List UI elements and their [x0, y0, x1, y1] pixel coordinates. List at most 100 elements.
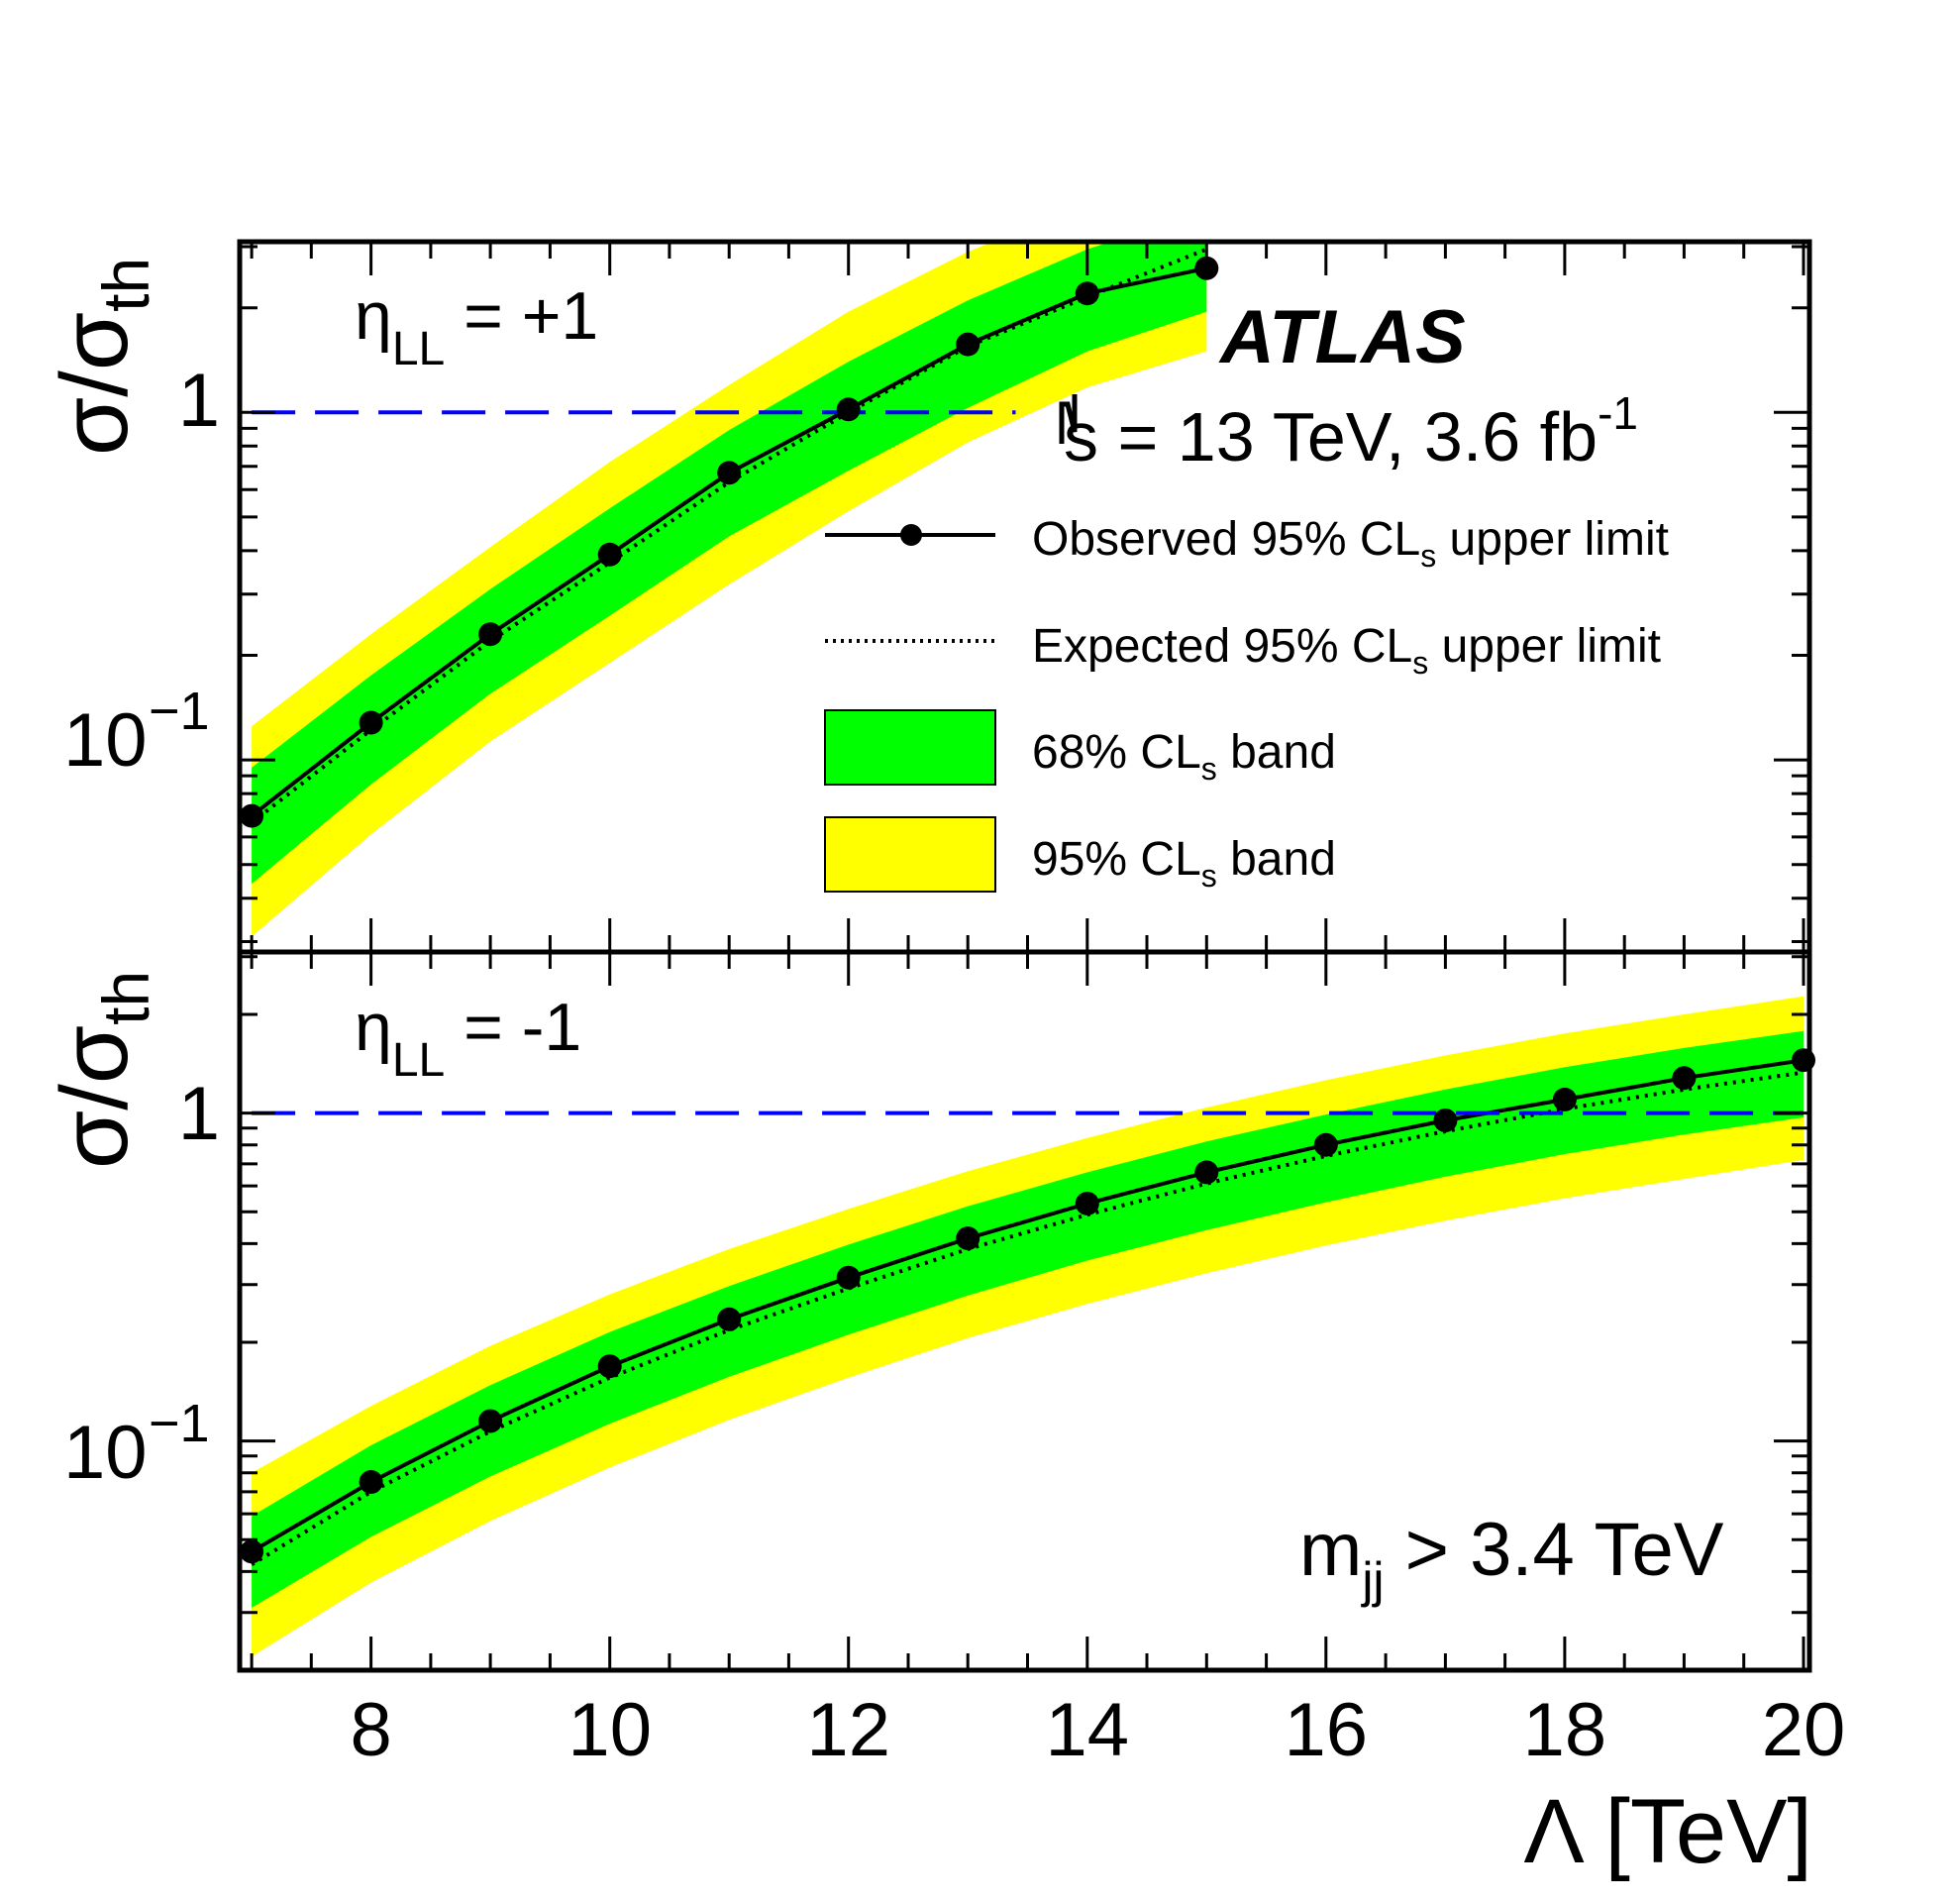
legend-band68-label-sub: s — [1201, 751, 1217, 787]
lower-ticks — [240, 952, 1809, 1672]
legend-band68: 68% CLs band — [824, 709, 1336, 787]
lower-label-eta: η — [355, 990, 392, 1065]
lower-frame — [237, 949, 1812, 1673]
upper-observed-point — [240, 803, 264, 828]
legend-expected: Expected 95% CLs upper limit — [825, 620, 1661, 681]
upper-ytick-exp: −1 — [149, 682, 210, 741]
energy-label: s = 13 TeV, 3.6 fb-1 — [1059, 387, 1638, 476]
lower-plot-area — [240, 996, 1815, 1657]
upper-ytick-base: 10 — [63, 698, 148, 783]
x-tick-label-20: 20 — [1762, 1688, 1846, 1772]
legend-observed: Observed 95% CLs upper limit — [825, 513, 1669, 574]
upper-y-title-sub: th — [89, 258, 162, 312]
lower-panel: 1 10 −1 σ/σth ηLL = -1 mjj > 3.4 TeV — [42, 949, 1815, 1673]
upper-expected-line — [250, 247, 1208, 824]
upper-observed-point — [597, 542, 622, 567]
svg-text:Expected 95% CLs upper limit: Expected 95% CLs upper limit — [1032, 620, 1661, 681]
legend-observed-label-a: Observed 95% CL — [1032, 513, 1420, 566]
lower-y-title-sub: th — [89, 971, 162, 1025]
lower-observed-point — [717, 1307, 742, 1331]
lower-observed-point — [359, 1470, 383, 1494]
upper-y-title-main: σ/σ — [42, 312, 148, 456]
x-tick-label-12: 12 — [806, 1688, 890, 1772]
svg-text:Observed 95% CLs upper limit: Observed 95% CLs upper limit — [1032, 513, 1669, 574]
legend-band95: 95% CLs band — [824, 816, 1336, 894]
upper-ytick-0.1: 10 −1 — [63, 682, 210, 783]
cut-label: mjj > 3.4 TeV — [1299, 1508, 1724, 1608]
lower-observed-point — [1194, 1160, 1219, 1185]
legend-expected-label-b: upper limit — [1428, 620, 1661, 673]
lower-label-rest: = -1 — [445, 990, 581, 1065]
lower-panel-label: ηLL = -1 — [355, 990, 581, 1087]
svg-text:σ/σth: σ/σth — [42, 971, 162, 1169]
sqrt-sign — [1059, 394, 1078, 444]
atlas-label: ATLAS — [1218, 295, 1466, 379]
lower-observed-point — [597, 1354, 622, 1379]
lower-observed-line — [251, 1058, 1805, 1554]
legend-band95-label-b: band — [1217, 833, 1336, 886]
x-axis-title: Λ [TeV] — [1523, 1781, 1812, 1882]
upper-label-eta: η — [355, 278, 392, 354]
upper-ytick-1: 1 — [178, 359, 220, 443]
x-tick-label-16: 16 — [1285, 1688, 1369, 1772]
svg-text:68% CLs band: 68% CLs band — [1032, 726, 1336, 787]
legend-band95-label-a: 95% CL — [1032, 833, 1201, 886]
svg-text:s = 13 TeV, 3.6 fb-1: s = 13 TeV, 3.6 fb-1 — [1064, 387, 1638, 476]
upper-observed-point — [1075, 281, 1099, 306]
upper-band68 — [252, 242, 1207, 885]
cut-label-sub: jj — [1360, 1552, 1384, 1608]
legend-band95-label-sub: s — [1201, 858, 1217, 894]
legend-band68-swatch — [824, 709, 996, 786]
upper-panel-label: ηLL = +1 — [355, 278, 598, 375]
legend-expected-label-a: Expected 95% CL — [1032, 620, 1412, 673]
lower-expected-line — [251, 1070, 1805, 1567]
lower-observed-point — [1433, 1109, 1458, 1132]
x-tick-label-14: 14 — [1046, 1688, 1130, 1772]
legend-observed-label-b: upper limit — [1436, 513, 1669, 566]
legend-band68-label-b: band — [1217, 726, 1336, 779]
upper-observed-point — [478, 622, 503, 647]
svg-text:95% CLs band: 95% CLs band — [1032, 833, 1336, 894]
upper-label-sub: LL — [392, 323, 445, 375]
upper-plot-area — [240, 242, 1219, 937]
upper-label-rest: = +1 — [445, 278, 598, 354]
lower-observed-point — [1672, 1066, 1697, 1091]
legend-observed-marker — [900, 524, 922, 546]
upper-observed-point — [1194, 256, 1219, 280]
lower-ytick-0.1: 10 −1 — [63, 1394, 210, 1495]
lower-series — [251, 996, 1805, 1657]
lower-observed-point — [1552, 1087, 1577, 1111]
upper-y-axis-title: σ/σth — [42, 258, 162, 456]
lower-observed-point — [836, 1265, 861, 1290]
upper-observed-point — [359, 710, 383, 735]
lower-observed-point — [478, 1409, 503, 1433]
upper-panel: 1 10 −1 σ/σth ηLL = +1 ATLAS s = 13 TeV,… — [42, 239, 1812, 955]
upper-observed-point — [956, 332, 980, 357]
legend: Observed 95% CLs upper limit Expected 95… — [824, 513, 1669, 894]
energy-sup: -1 — [1598, 387, 1638, 439]
cut-label-rest: > 3.4 TeV — [1385, 1508, 1724, 1592]
lower-band68 — [252, 1030, 1805, 1608]
svg-text:σ/σth: σ/σth — [42, 258, 162, 456]
lower-observed-point — [1313, 1132, 1338, 1157]
legend-observed-label-sub: s — [1420, 538, 1436, 574]
legend-band95-swatch — [824, 816, 996, 893]
x-tick-label-8: 8 — [350, 1688, 391, 1772]
cut-label-m: m — [1299, 1508, 1362, 1592]
x-tick-label-10: 10 — [567, 1688, 652, 1772]
lower-ytick-base: 10 — [63, 1411, 148, 1495]
lower-label-sub: LL — [392, 1034, 445, 1087]
lower-ytick-1: 1 — [178, 1072, 220, 1156]
upper-ticks — [240, 242, 1809, 952]
lower-y-axis-title: σ/σth — [42, 971, 162, 1169]
lower-ytick-exp: −1 — [149, 1394, 210, 1453]
x-tick-label-18: 18 — [1523, 1688, 1607, 1772]
legend-expected-label-sub: s — [1412, 645, 1428, 681]
x-tick-labels: 8 10 12 14 16 18 20 — [350, 1688, 1845, 1772]
upper-observed-point — [717, 461, 742, 485]
lower-observed-point — [1075, 1191, 1099, 1216]
energy-text: s = 13 TeV, 3.6 fb — [1064, 398, 1598, 476]
upper-observed-point — [836, 397, 861, 422]
lower-y-title-main: σ/σ — [42, 1025, 148, 1169]
